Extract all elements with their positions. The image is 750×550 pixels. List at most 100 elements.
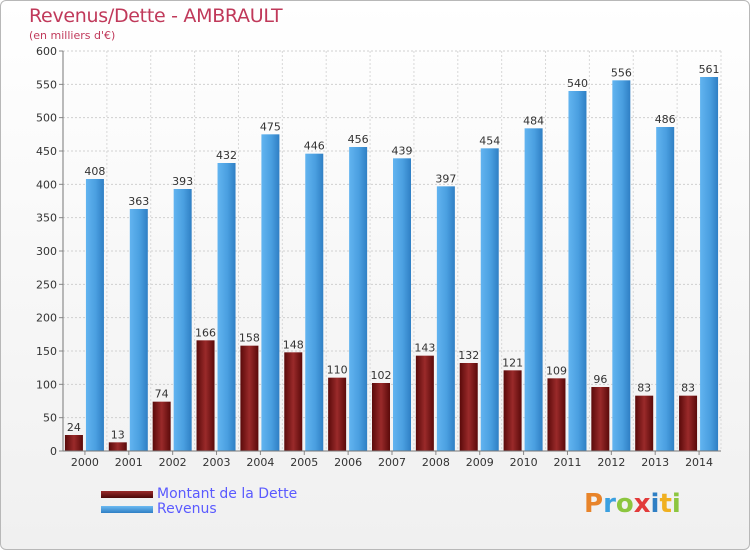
bar-debt bbox=[459, 363, 478, 451]
data-label-debt: 109 bbox=[546, 364, 567, 377]
y-tick-label: 300 bbox=[36, 245, 57, 258]
bar-revenus bbox=[261, 134, 280, 452]
y-tick-label: 200 bbox=[36, 312, 57, 325]
x-tick-label: 2007 bbox=[378, 456, 406, 469]
x-tick-label: 2008 bbox=[422, 456, 450, 469]
legend-label-revenus: Revenus bbox=[157, 501, 217, 517]
legend: Montant de la Dette Revenus bbox=[101, 486, 361, 517]
data-label-debt: 166 bbox=[195, 326, 216, 339]
bar-revenus bbox=[349, 147, 368, 451]
legend-label-debt: Montant de la Dette bbox=[157, 486, 298, 502]
y-tick-label: 500 bbox=[36, 112, 57, 125]
x-tick-label: 2006 bbox=[334, 456, 362, 469]
data-label-revenus: 561 bbox=[699, 63, 720, 76]
data-label-debt: 83 bbox=[681, 382, 695, 395]
data-label-revenus: 439 bbox=[392, 144, 413, 157]
x-tick-label: 2014 bbox=[685, 456, 713, 469]
x-tick-label: 2004 bbox=[246, 456, 274, 469]
x-tick-label: 2003 bbox=[203, 456, 231, 469]
data-label-revenus: 393 bbox=[172, 175, 193, 188]
x-tick-label: 2013 bbox=[641, 456, 669, 469]
bar-debt bbox=[415, 355, 434, 451]
data-label-revenus: 456 bbox=[348, 133, 369, 146]
bar-revenus bbox=[217, 163, 236, 451]
data-label-revenus: 397 bbox=[435, 172, 456, 185]
y-tick-label: 400 bbox=[36, 178, 57, 191]
y-tick-label: 100 bbox=[36, 378, 57, 391]
logo-letter: o bbox=[615, 489, 634, 519]
bar-revenus bbox=[480, 148, 499, 452]
data-label-revenus: 432 bbox=[216, 149, 237, 162]
logo-letter: t bbox=[659, 489, 672, 519]
bar-debt bbox=[64, 435, 83, 451]
x-tick-label: 2005 bbox=[290, 456, 318, 469]
axes bbox=[59, 50, 721, 455]
bar-debt bbox=[328, 377, 347, 451]
legend-item-debt: Montant de la Dette bbox=[101, 486, 361, 502]
data-label-revenus: 540 bbox=[567, 77, 588, 90]
data-label-debt: 13 bbox=[111, 428, 125, 441]
bar-debt bbox=[679, 395, 698, 451]
bar-revenus bbox=[85, 179, 104, 451]
bar-revenus bbox=[612, 80, 631, 451]
bar-debt bbox=[284, 352, 303, 451]
bar-debt bbox=[372, 383, 390, 451]
data-label-revenus: 363 bbox=[128, 195, 149, 208]
logo-letter: i bbox=[671, 489, 681, 519]
legend-item-revenus: Revenus bbox=[101, 501, 361, 517]
y-tick-label: 0 bbox=[50, 445, 57, 458]
x-tick-label: 2009 bbox=[466, 456, 494, 469]
data-label-revenus: 475 bbox=[260, 120, 281, 133]
data-label-revenus: 486 bbox=[655, 113, 676, 126]
bar-revenus bbox=[173, 189, 192, 451]
data-label-debt: 143 bbox=[414, 342, 435, 355]
x-tick-label: 2011 bbox=[553, 456, 581, 469]
data-label-revenus: 484 bbox=[523, 114, 544, 127]
labels: 0 50 100 150 200 250 300 350 400 450 500 550 600 24 40… bbox=[36, 45, 720, 469]
x-tick-label: 2002 bbox=[159, 456, 187, 469]
bars bbox=[64, 77, 719, 452]
bar-debt bbox=[635, 395, 654, 451]
x-tick-label: 2010 bbox=[510, 456, 538, 469]
bar-revenus bbox=[305, 153, 324, 451]
x-tick-label: 2000 bbox=[71, 456, 99, 469]
data-label-debt: 110 bbox=[327, 364, 348, 377]
x-tick-label: 2012 bbox=[597, 456, 625, 469]
y-tick-label: 600 bbox=[36, 45, 57, 58]
y-tick-label: 50 bbox=[43, 412, 57, 425]
y-tick-label: 450 bbox=[36, 145, 57, 158]
logo-letter: x bbox=[633, 489, 651, 519]
bar-revenus bbox=[393, 158, 411, 452]
data-label-debt: 148 bbox=[283, 338, 304, 351]
data-label-revenus: 446 bbox=[304, 140, 325, 153]
x-tick-label: 2001 bbox=[115, 456, 143, 469]
chart-title: Revenus/Dette - AMBRAULT bbox=[29, 5, 283, 27]
bar-debt bbox=[547, 378, 566, 451]
y-tick-label: 150 bbox=[36, 345, 57, 358]
bar-debt bbox=[591, 387, 610, 451]
logo-letter: r bbox=[603, 489, 616, 519]
data-label-revenus: 408 bbox=[84, 165, 105, 178]
legend-swatch-debt bbox=[101, 491, 153, 498]
bar-revenus bbox=[568, 91, 587, 451]
data-label-revenus: 556 bbox=[611, 66, 632, 79]
data-label-debt: 83 bbox=[637, 382, 651, 395]
legend-swatch-revenus bbox=[101, 506, 153, 513]
bar-revenus bbox=[436, 186, 455, 452]
data-label-debt: 158 bbox=[239, 332, 260, 345]
y-tick-label: 250 bbox=[36, 278, 57, 291]
bar-debt bbox=[196, 340, 215, 451]
bar-debt bbox=[152, 401, 171, 451]
bar-revenus bbox=[656, 127, 675, 451]
bar-debt bbox=[503, 370, 522, 451]
data-label-debt: 74 bbox=[155, 388, 169, 401]
data-label-debt: 24 bbox=[67, 421, 81, 434]
data-label-debt: 96 bbox=[593, 373, 607, 386]
bar-revenus bbox=[700, 77, 719, 451]
chart-subtitle: (en milliers d'€) bbox=[29, 29, 116, 42]
bar-revenus bbox=[129, 209, 148, 451]
y-tick-label: 350 bbox=[36, 212, 57, 225]
data-label-debt: 102 bbox=[371, 369, 392, 382]
